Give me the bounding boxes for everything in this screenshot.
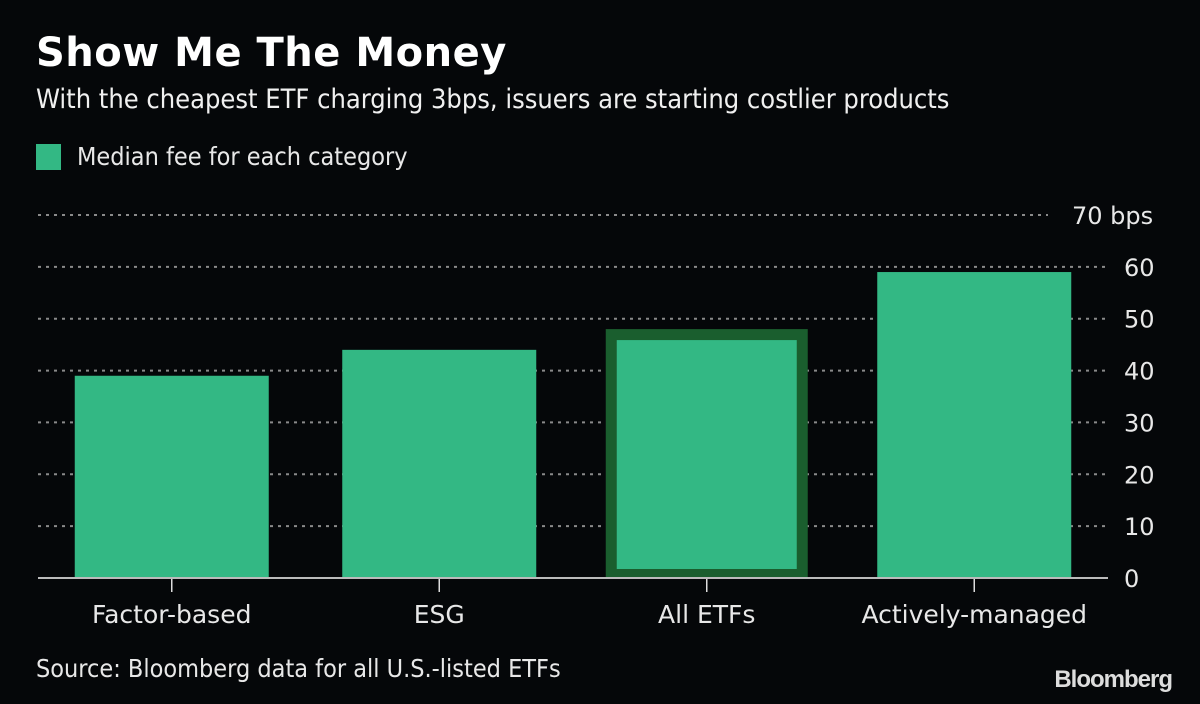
x-tick-label: All ETFs: [658, 600, 755, 629]
x-tick-label: Factor-based: [92, 600, 251, 629]
chart-subtitle: With the cheapest ETF charging 3bps, iss…: [36, 84, 950, 115]
x-tick-label: Actively-managed: [861, 600, 1087, 629]
bar: [877, 272, 1072, 578]
x-tick-label: ESG: [414, 600, 465, 629]
chart-title: Show Me The Money: [36, 30, 507, 76]
y-tick-label: 70 bps: [1072, 202, 1153, 230]
y-tick-label: 20: [1124, 461, 1155, 489]
y-tick-label: 30: [1124, 409, 1155, 437]
legend: Median fee for each category: [36, 142, 408, 171]
y-tick-label: 40: [1124, 358, 1155, 386]
y-tick-label: 60: [1124, 254, 1155, 282]
y-tick-label: 10: [1124, 513, 1155, 541]
bar: [74, 375, 269, 578]
source-note: Source: Bloomberg data for all U.S.-list…: [36, 654, 561, 683]
legend-label: Median fee for each category: [77, 142, 408, 171]
legend-swatch: [36, 143, 61, 170]
y-tick-label: 50: [1124, 306, 1155, 334]
bar: [342, 349, 537, 578]
bloomberg-logo: Bloomberg: [1054, 666, 1173, 693]
y-tick-label: 0: [1124, 565, 1139, 593]
bar: [616, 340, 797, 569]
